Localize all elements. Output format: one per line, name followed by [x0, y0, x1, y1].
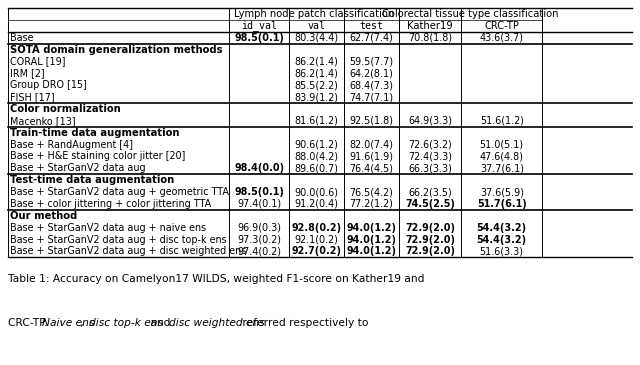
Text: Naive ens: Naive ens: [42, 318, 95, 327]
Text: 64.9(3.3): 64.9(3.3): [408, 116, 452, 126]
Text: 90.0(0.6): 90.0(0.6): [294, 187, 339, 197]
Text: Macenko [13]: Macenko [13]: [10, 116, 76, 126]
Text: CRC-TP: CRC-TP: [484, 21, 519, 31]
Text: 91.2(0.4): 91.2(0.4): [294, 199, 339, 209]
Text: 66.3(3.3): 66.3(3.3): [408, 163, 452, 173]
Text: 76.5(4.2): 76.5(4.2): [349, 187, 393, 197]
Text: 91.6(1.9): 91.6(1.9): [349, 151, 393, 161]
Text: 77.2(1.2): 77.2(1.2): [349, 199, 393, 209]
Text: disc top-k ens: disc top-k ens: [88, 318, 163, 327]
Text: 68.4(7.3): 68.4(7.3): [349, 80, 393, 90]
Text: 43.6(3.7): 43.6(3.7): [480, 33, 524, 43]
Text: 66.2(3.5): 66.2(3.5): [408, 187, 452, 197]
Text: 74.7(7.1): 74.7(7.1): [349, 92, 394, 102]
Text: 51.6(1.2): 51.6(1.2): [480, 116, 524, 126]
Text: 94.0(1.2): 94.0(1.2): [346, 223, 396, 233]
Text: 98.4(0.0): 98.4(0.0): [234, 163, 284, 173]
Text: 92.8(0.2): 92.8(0.2): [291, 223, 341, 233]
Text: id_val: id_val: [241, 20, 277, 31]
Text: test: test: [359, 21, 383, 31]
Text: 47.6(4.8): 47.6(4.8): [480, 151, 524, 161]
Text: Kather19: Kather19: [407, 21, 453, 31]
Text: 94.0(1.2): 94.0(1.2): [346, 246, 396, 256]
Text: 98.5(0.1): 98.5(0.1): [234, 33, 284, 43]
Text: FISH [17]: FISH [17]: [10, 92, 55, 102]
Text: 59.5(7.7): 59.5(7.7): [349, 57, 394, 66]
Text: Base + StarGanV2 data aug + disc top-k ens: Base + StarGanV2 data aug + disc top-k e…: [10, 235, 227, 245]
Text: 98.5(0.1): 98.5(0.1): [234, 187, 284, 197]
Text: 72.9(2.0): 72.9(2.0): [405, 223, 455, 233]
Text: and: and: [147, 318, 173, 327]
Text: Color normalization: Color normalization: [10, 104, 121, 114]
Text: Base + StarGanV2 data aug + geometric TTA: Base + StarGanV2 data aug + geometric TT…: [10, 187, 229, 197]
Text: Our method: Our method: [10, 211, 77, 221]
Text: 92.7(0.2): 92.7(0.2): [291, 246, 341, 256]
Text: 37.7(6.1): 37.7(6.1): [480, 163, 524, 173]
Text: 89.6(0.7): 89.6(0.7): [294, 163, 339, 173]
Text: 80.3(4.4): 80.3(4.4): [294, 33, 339, 43]
Text: 70.8(1.8): 70.8(1.8): [408, 33, 452, 43]
Text: 90.6(1.2): 90.6(1.2): [294, 139, 338, 150]
Text: Lymph node patch classification: Lymph node patch classification: [234, 9, 394, 19]
Text: 62.7(7.4): 62.7(7.4): [349, 33, 393, 43]
Text: 72.6(3.2): 72.6(3.2): [408, 139, 452, 150]
Text: IRM [2]: IRM [2]: [10, 68, 45, 78]
Text: 82.0(7.4): 82.0(7.4): [349, 139, 393, 150]
Text: SOTA domain generalization methods: SOTA domain generalization methods: [10, 45, 223, 55]
Text: Base + StarGanV2 data aug + naive ens: Base + StarGanV2 data aug + naive ens: [10, 223, 206, 233]
Text: 86.2(1.4): 86.2(1.4): [294, 68, 338, 78]
Text: Base + color jittering + color jittering TTA: Base + color jittering + color jittering…: [10, 199, 211, 209]
Text: 72.4(3.3): 72.4(3.3): [408, 151, 452, 161]
Text: disc weighted ens: disc weighted ens: [169, 318, 264, 327]
Text: 97.4(0.1): 97.4(0.1): [237, 199, 281, 209]
Text: Train-time data augmentation: Train-time data augmentation: [10, 128, 180, 138]
Text: 74.5(2.5): 74.5(2.5): [405, 199, 455, 209]
Text: 51.0(5.1): 51.0(5.1): [480, 139, 524, 150]
Text: 86.2(1.4): 86.2(1.4): [294, 57, 338, 66]
Text: Base: Base: [10, 33, 34, 43]
Text: Group DRO [15]: Group DRO [15]: [10, 80, 87, 90]
Text: 92.5(1.8): 92.5(1.8): [349, 116, 393, 126]
Text: 96.9(0.3): 96.9(0.3): [237, 223, 281, 233]
Text: 54.4(3.2): 54.4(3.2): [477, 235, 527, 245]
Text: Base + H&E staining color jitter [20]: Base + H&E staining color jitter [20]: [10, 151, 186, 161]
Text: 51.7(6.1): 51.7(6.1): [477, 199, 527, 209]
Text: 51.6(3.3): 51.6(3.3): [480, 246, 524, 256]
Text: 54.4(3.2): 54.4(3.2): [477, 223, 527, 233]
Text: Test-time data augmentation: Test-time data augmentation: [10, 175, 175, 185]
Text: 97.4(0.2): 97.4(0.2): [237, 246, 281, 256]
Text: Base + RandAugment [4]: Base + RandAugment [4]: [10, 139, 133, 150]
Text: 72.9(2.0): 72.9(2.0): [405, 235, 455, 245]
Text: ,: ,: [80, 318, 86, 327]
Text: 83.9(1.2): 83.9(1.2): [294, 92, 339, 102]
Text: 92.1(0.2): 92.1(0.2): [294, 235, 338, 245]
Text: 97.3(0.2): 97.3(0.2): [237, 235, 281, 245]
Text: Base + StarGanV2 data aug + disc weighted ens: Base + StarGanV2 data aug + disc weighte…: [10, 246, 246, 256]
Text: CRC-TP.: CRC-TP.: [8, 318, 51, 327]
Text: 72.9(2.0): 72.9(2.0): [405, 246, 455, 256]
Text: 88.0(4.2): 88.0(4.2): [294, 151, 339, 161]
Text: Table 1: Accuracy on Camelyon17 WILDS, weighted F1-score on Kather19 and: Table 1: Accuracy on Camelyon17 WILDS, w…: [8, 274, 424, 284]
Text: 64.2(8.1): 64.2(8.1): [349, 68, 393, 78]
Text: 81.6(1.2): 81.6(1.2): [294, 116, 338, 126]
Text: 94.0(1.2): 94.0(1.2): [346, 235, 396, 245]
Text: referred respectively to: referred respectively to: [239, 318, 369, 327]
Text: 37.6(5.9): 37.6(5.9): [480, 187, 524, 197]
Text: 76.4(4.5): 76.4(4.5): [349, 163, 393, 173]
Text: 85.5(2.2): 85.5(2.2): [294, 80, 338, 90]
Text: Colorectal tissue type classification: Colorectal tissue type classification: [382, 9, 559, 19]
Text: Base + StarGanV2 data aug: Base + StarGanV2 data aug: [10, 163, 146, 173]
Text: CORAL [19]: CORAL [19]: [10, 57, 66, 66]
Text: val: val: [307, 21, 325, 31]
